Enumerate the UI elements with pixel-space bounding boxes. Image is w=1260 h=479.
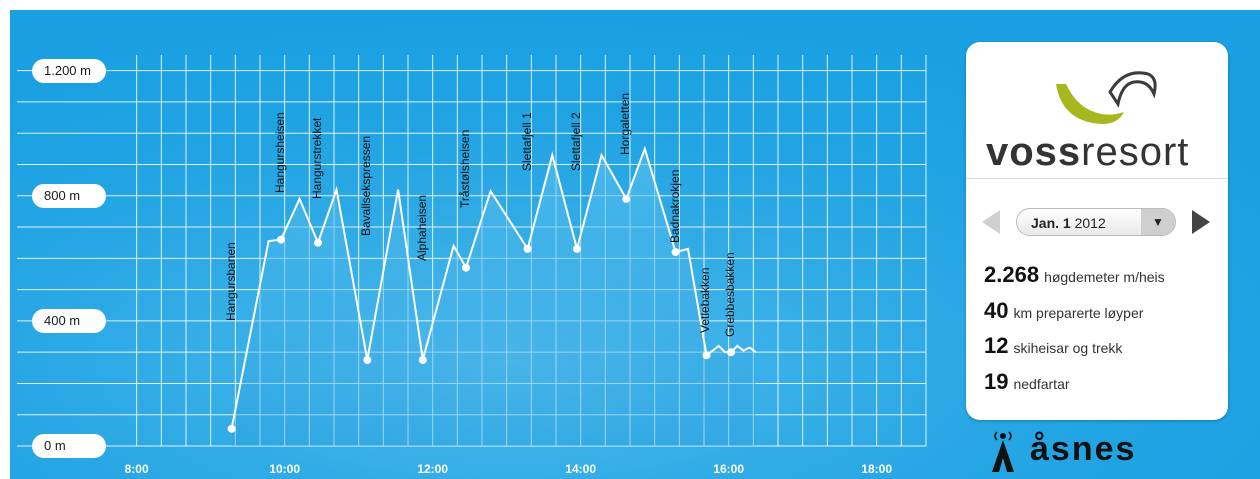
stat-trails: 40 km preparerte løyper: [984, 298, 1143, 324]
lift-start-marker: [727, 348, 736, 357]
stat-number: 19: [984, 369, 1009, 394]
lift-label: Vetlebakken: [698, 268, 713, 334]
stat-label: skiheisar og trekk: [1013, 340, 1123, 356]
lift-label: Badnakrokjen: [667, 169, 682, 243]
lift-start-marker: [363, 356, 372, 364]
logo-swoosh-outline: [1108, 71, 1157, 108]
stat-number: 2.268: [984, 262, 1040, 287]
lift-start-marker: [277, 235, 285, 244]
date-select[interactable]: Jan. 1 2012 ▼: [1016, 208, 1176, 236]
brand-light: resort: [1081, 130, 1190, 174]
lift-label: Slettafjell 1: [519, 112, 534, 171]
lift-start-marker: [702, 351, 711, 360]
y-tick-label: 0 m: [32, 434, 106, 458]
stat-vertical-meters: 2.268 høgdemeter m/heis: [984, 262, 1165, 288]
right-arrow-icon[interactable]: [1192, 210, 1210, 234]
brand-bold: voss: [986, 130, 1082, 174]
logo-swoosh-green: [1056, 84, 1124, 124]
x-tick-label: 12:00: [417, 462, 448, 476]
lift-start-marker: [573, 244, 581, 253]
panel-divider: [966, 178, 1228, 179]
y-tick-label: 1.200 m: [32, 58, 106, 83]
stat-number: 40: [984, 298, 1009, 323]
brand-wordmark: vossresort: [986, 130, 1189, 175]
lift-start-marker: [622, 194, 631, 203]
lift-label: Alphaheisen: [414, 195, 429, 262]
x-tick-label: 16:00: [713, 462, 744, 476]
lift-label: Hangurstrekket: [309, 117, 324, 199]
sponsor-wordmark: åsnes: [1030, 430, 1137, 468]
stat-number: 12: [984, 333, 1009, 358]
lift-start-marker: [523, 244, 532, 253]
antenna-icon: [992, 431, 1014, 472]
left-arrow-icon[interactable]: [982, 210, 1000, 234]
x-tick-label: 10:00: [269, 462, 300, 476]
lift-start-marker: [462, 263, 470, 272]
lift-label: Grebbesbakken: [723, 251, 738, 337]
x-tick-label: 8:00: [124, 462, 149, 476]
lift-start-marker: [314, 238, 322, 247]
lift-label: Horgaletten: [618, 93, 633, 156]
lift-label: Slettafjell 2: [568, 112, 583, 171]
stat-label: km preparerte løyper: [1013, 305, 1144, 321]
lift-label: Bavallsekspressen: [359, 136, 374, 237]
lift-label: Tråstølsheisen: [457, 130, 472, 209]
lift-label: Hangursbanen: [223, 242, 238, 321]
lift-label: Hangursheisen: [272, 111, 287, 193]
date-value: Jan. 1 2012: [1031, 215, 1106, 231]
lift-markers: [227, 194, 736, 433]
stat-label: høgdemeter m/heis: [1044, 269, 1165, 285]
lift-start-marker: [227, 424, 236, 433]
stat-lifts: 12 skiheisar og trekk: [984, 333, 1122, 359]
y-tick-label: 400 m: [32, 308, 106, 333]
profile-area: [231, 148, 756, 447]
chevron-down-icon[interactable]: ▼: [1141, 209, 1175, 235]
stat-label: nedfartar: [1013, 376, 1070, 392]
date-year: 2012: [1074, 215, 1106, 231]
x-tick-label: 18:00: [861, 462, 892, 476]
date-day: Jan. 1: [1031, 215, 1071, 231]
x-tick-label: 14:00: [565, 462, 596, 476]
info-panel: vossresort Jan. 1 2012 ▼ 2.268 høgdemeter…: [966, 42, 1228, 420]
y-tick-label: 800 m: [32, 183, 106, 208]
lift-start-marker: [671, 248, 680, 257]
voss-logo-icon: [1056, 71, 1157, 124]
lift-start-marker: [418, 356, 427, 364]
stat-runs: 19 nedfartar: [984, 369, 1070, 395]
